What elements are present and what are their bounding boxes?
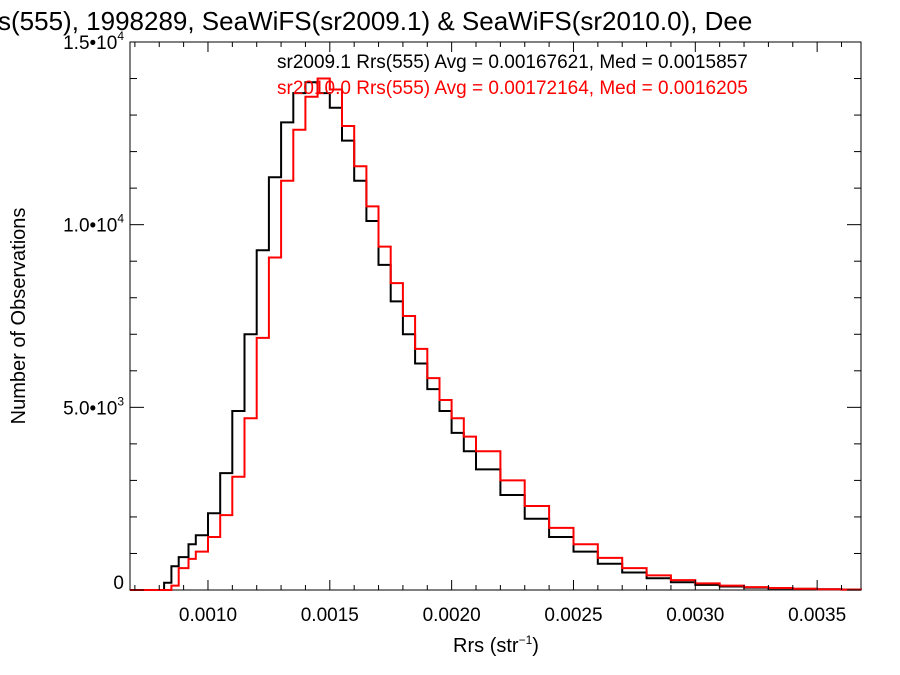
- legend-entry-sr2009-1: sr2009.1 Rrs(555) Avg = 0.00167621, Med …: [277, 52, 748, 73]
- series-line-sr2010-0: [130, 77, 862, 591]
- x-tick-label: 0.0015: [301, 605, 359, 626]
- plot-frame: [129, 41, 862, 591]
- chart-title: s(555), 1998289, SeaWiFS(sr2009.1) & Sea…: [0, 6, 752, 36]
- legend: sr2009.1 Rrs(555) Avg = 0.00167621, Med …: [277, 52, 748, 99]
- series-group: [130, 77, 862, 591]
- x-axis-label: Rrs (str−1): [453, 633, 539, 657]
- y-tick-label: 1.0•104: [63, 212, 124, 237]
- y-tick-label: 1.5•104: [63, 29, 124, 54]
- legend-entry-sr2010-0: sr2010.0 Rrs(555) Avg = 0.00172164, Med …: [277, 78, 748, 99]
- x-tick-label: 0.0020: [423, 605, 481, 626]
- x-tick-label: 0.0010: [179, 605, 237, 626]
- x-tick-label: 0.0035: [788, 605, 846, 626]
- x-axis-ticks: 0.0010 0.0015 0.0020 0.0025 0.0030 0.0035: [134, 42, 846, 626]
- x-axis-label-close: ): [532, 635, 539, 657]
- x-axis-label-superscript: −1: [519, 633, 533, 647]
- x-axis-label-main: Rrs (str: [453, 635, 519, 657]
- series-line-sr2009-1: [130, 81, 862, 591]
- x-tick-label: 0.0025: [544, 605, 602, 626]
- x-tick-label: 0.0030: [666, 605, 724, 626]
- plot-area: 0.0010 0.0015 0.0020 0.0025 0.0030 0.0035 0 5.…: [63, 29, 862, 626]
- y-axis-label: Number of Observations: [8, 208, 30, 425]
- y-tick-label: 0: [113, 573, 124, 594]
- y-tick-label: 5.0•103: [63, 394, 124, 419]
- y-axis-ticks: 0 5.0•103 1.0•104 1.5•104: [63, 29, 861, 594]
